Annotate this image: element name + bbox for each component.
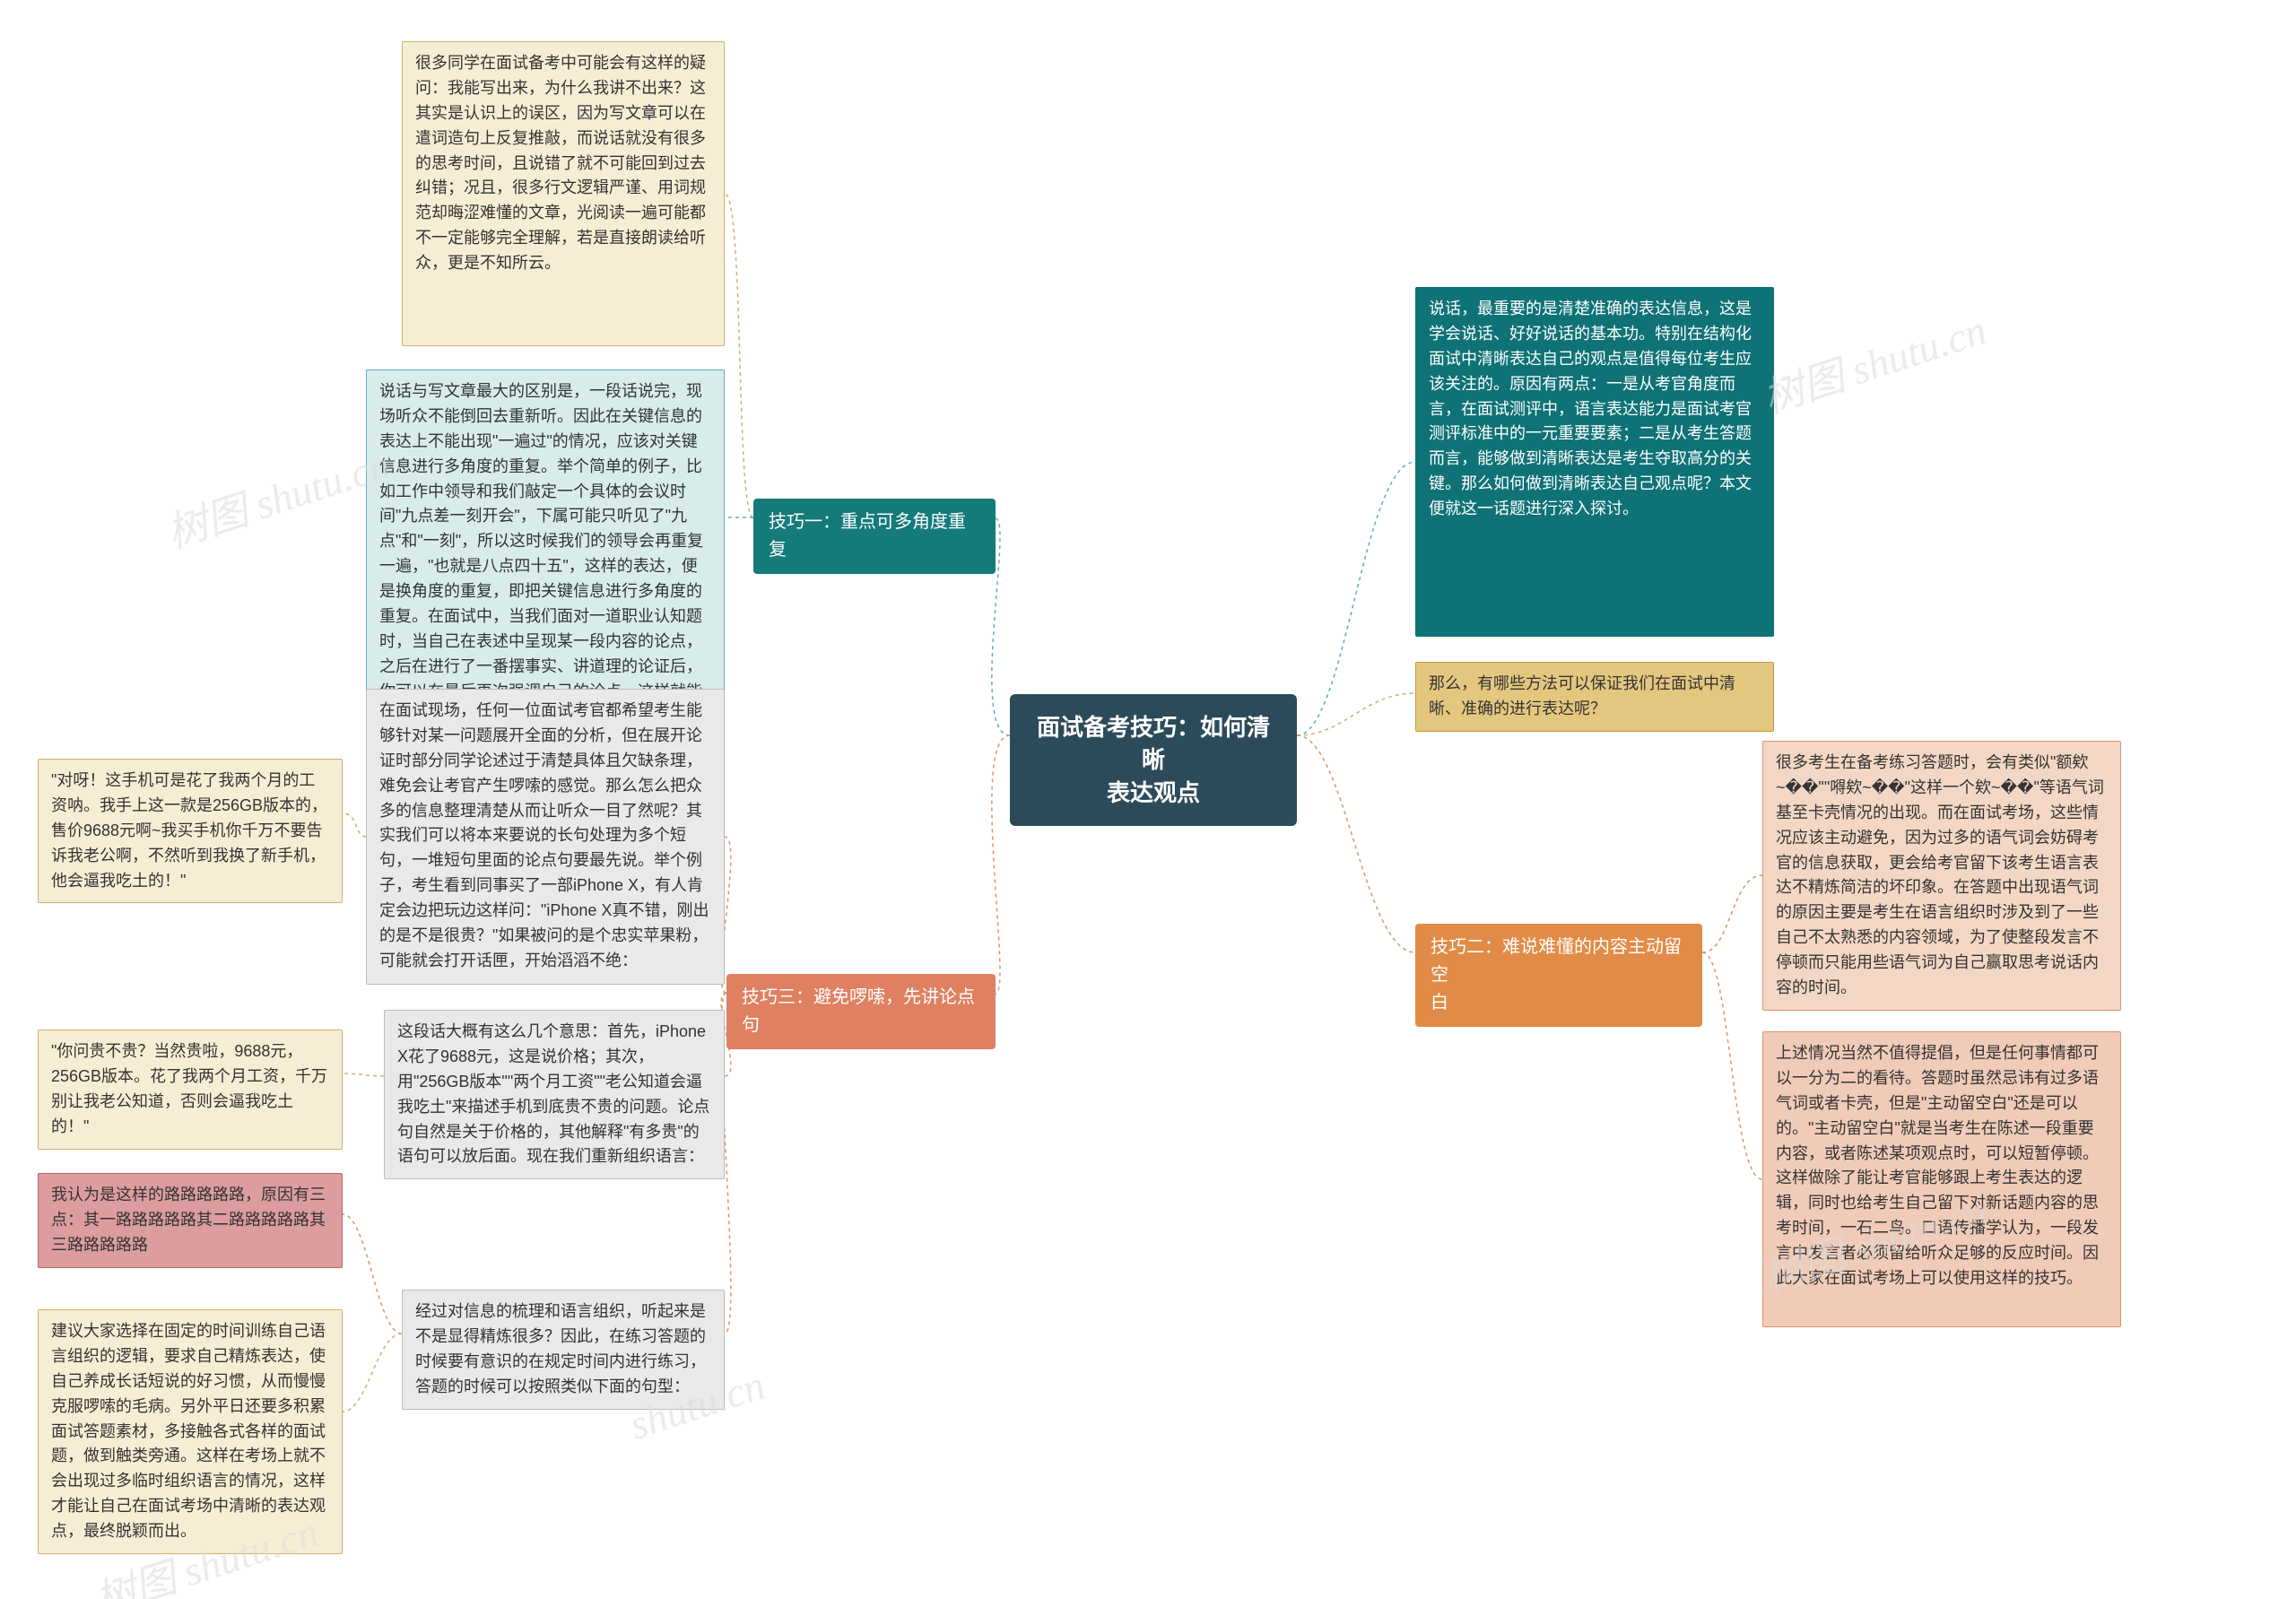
block-b_intro1: 说话，最重要的是清楚准确的表达信息，这是学会说话、好好说话的基本功。特别在结构化… — [1415, 287, 1774, 637]
connector — [1702, 875, 1762, 952]
block-b_l2b: 这段话大概有这么几个意思：首先，iPhone X花了9688元，这是说价格；其次… — [384, 1010, 725, 1179]
connector — [992, 735, 1010, 994]
block-b_l1a: 很多同学在面试备考中可能会有这样的疑问：我能写出来，为什么我讲不出来？这其实是认… — [402, 41, 725, 346]
block-b_l2c: 经过对信息的梳理和语言组织，听起来是不是显得精炼很多？因此，在练习答题的时候要有… — [402, 1290, 725, 1410]
block-b_r2a: 很多考生在备考练习答题时，会有类似"额欸~��""嘚欸~��"这样一个欸~��"… — [1762, 741, 2121, 1011]
block-b_r2b: 上述情况当然不值得提倡，但是任何事情都可以一分为二的看待。答题时虽然忌讳有过多语… — [1762, 1031, 2121, 1327]
center-topic[interactable]: 面试备考技巧：如何清晰 表达观点 — [1010, 694, 1297, 826]
connector — [725, 194, 753, 517]
block-b_intro2: 那么，有哪些方法可以保证我们在面试中清晰、准确的进行表达呢？ — [1415, 662, 1774, 732]
watermark: 树图 shutu.cn — [158, 432, 396, 561]
block-b_ex1: "对呀！这手机可是花了我两个月的工资呐。我手上这一款是256GB版本的，售价96… — [38, 759, 343, 903]
watermark: 树图 shutu.cn — [1754, 298, 1993, 426]
connector — [343, 1334, 402, 1412]
connector — [343, 1214, 402, 1334]
branch-l2[interactable]: 技巧三：避免啰嗦，先讲论点句 — [726, 974, 996, 1049]
block-b_ex3: 我认为是这样的路路路路路，原因有三点：其一路路路路路其二路路路路路其三路路路路路 — [38, 1173, 343, 1268]
connector — [1297, 735, 1415, 952]
block-b_ex4: 建议大家选择在固定的时间训练自己语言组织的逻辑，要求自己精炼表达，使自己养成长话… — [38, 1309, 343, 1554]
branch-r1[interactable]: 技巧二：难说难懂的内容主动留空 白 — [1415, 924, 1702, 1027]
connector — [1297, 462, 1415, 735]
branch-l1[interactable]: 技巧一：重点可多角度重复 — [753, 499, 996, 574]
connector — [1702, 952, 1762, 1179]
block-b_ex2: "你问贵不贵？当然贵啦，9688元，256GB版本。花了我两个月工资，千万别让我… — [38, 1030, 343, 1150]
connector — [1297, 693, 1415, 735]
block-b_l2a: 在面试现场，任何一位面试考官都希望考生能够针对某一问题展开全面的分析，但在展开论… — [366, 689, 725, 985]
connector — [343, 1073, 384, 1076]
connector — [343, 813, 366, 837]
